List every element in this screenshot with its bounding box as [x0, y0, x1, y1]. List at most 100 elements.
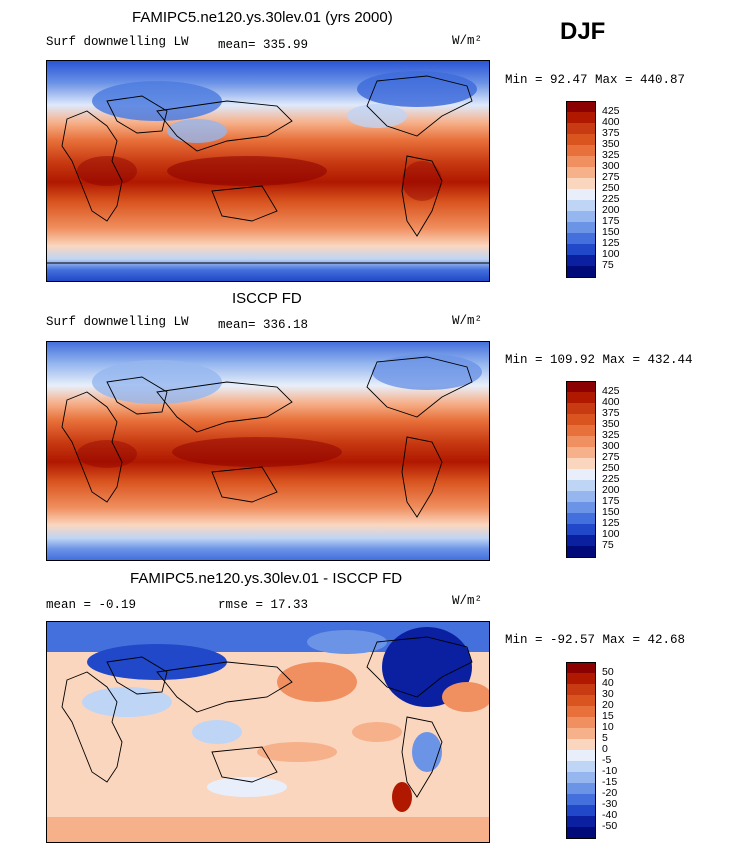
- panel-1-colorbar: [566, 101, 596, 278]
- colorbar-tick-label: -10: [602, 765, 618, 777]
- colorbar-tick-label: 75: [602, 259, 614, 271]
- colorbar-tick-label: 40: [602, 677, 614, 689]
- colorbar-swatch: [566, 200, 596, 212]
- colorbar-tick-label: 100: [602, 528, 620, 540]
- panel-1-min-max: Min = 92.47 Max = 440.87: [505, 73, 686, 87]
- colorbar-tick-label: 125: [602, 517, 620, 529]
- panel-2-units-label: W/m²: [452, 314, 483, 328]
- panel-1-map: [46, 60, 490, 282]
- colorbar-swatch: [566, 706, 596, 718]
- colorbar-tick-label: 150: [602, 506, 620, 518]
- colorbar-swatch: [566, 266, 596, 278]
- colorbar-swatch: [566, 403, 596, 415]
- colorbar-swatch: [566, 695, 596, 707]
- colorbar-swatch: [566, 425, 596, 437]
- colorbar-tick-label: 425: [602, 105, 620, 117]
- colorbar-tick-label: 75: [602, 539, 614, 551]
- panel-1-map-field: [47, 61, 489, 281]
- colorbar-swatch: [566, 772, 596, 784]
- panel-3-rmse-label: rmse = 17.33: [218, 598, 309, 612]
- colorbar-swatch: [566, 112, 596, 124]
- colorbar-swatch: [566, 728, 596, 740]
- colorbar-swatch: [566, 244, 596, 256]
- panel-2-colorbar: [566, 381, 596, 558]
- colorbar-tick-label: 425: [602, 385, 620, 397]
- panel-1-colorbar-swatches: [566, 101, 596, 278]
- colorbar-tick-label: 30: [602, 688, 614, 700]
- colorbar-swatch: [566, 469, 596, 481]
- panel-3-map: [46, 621, 490, 843]
- colorbar-swatch: [566, 783, 596, 795]
- colorbar-swatch: [566, 805, 596, 817]
- colorbar-swatch: [566, 189, 596, 201]
- colorbar-swatch: [566, 491, 596, 503]
- colorbar-tick-label: 200: [602, 484, 620, 496]
- colorbar-swatch: [566, 156, 596, 168]
- colorbar-tick-label: 175: [602, 495, 620, 507]
- colorbar-swatch: [566, 447, 596, 459]
- panel-3-mean-label: mean = -0.19: [46, 598, 137, 612]
- colorbar-swatch: [566, 145, 596, 157]
- colorbar-swatch: [566, 458, 596, 470]
- colorbar-swatch: [566, 794, 596, 806]
- colorbar-swatch: [566, 123, 596, 135]
- panel-2-colorbar-swatches: [566, 381, 596, 558]
- panel-1-colorbar-labels: 425 400 375 350 325 300 275 250 225 200 175 150 125 1…: [602, 101, 642, 277]
- panel-3-title: FAMIPC5.ne120.ys.30lev.01 - ISCCP FD: [130, 570, 403, 587]
- colorbar-swatch: [566, 101, 596, 113]
- colorbar-tick-label: 325: [602, 149, 620, 161]
- colorbar-swatch: [566, 761, 596, 773]
- colorbar-tick-label: 400: [602, 116, 620, 128]
- colorbar-tick-label: -30: [602, 798, 618, 810]
- colorbar-swatch: [566, 480, 596, 492]
- colorbar-tick-label: -15: [602, 776, 618, 788]
- panel-2-colorbar-labels: 425 400 375 350 325 300 275 250 225 200 175 150 125 1…: [602, 381, 642, 557]
- panel-3-colorbar-swatches: [566, 662, 596, 839]
- panel-3-units-label: W/m²: [452, 594, 483, 608]
- colorbar-swatch: [566, 211, 596, 223]
- colorbar-tick-label: 300: [602, 160, 620, 172]
- colorbar-tick-label: 150: [602, 226, 620, 238]
- panel-3-min-max: Min = -92.57 Max = 42.68: [505, 633, 686, 647]
- colorbar-tick-label: 10: [602, 721, 614, 733]
- panel-2-mean-label: mean= 336.18: [218, 318, 309, 332]
- colorbar-tick-label: 350: [602, 138, 620, 150]
- colorbar-tick-label: 225: [602, 193, 620, 205]
- colorbar-swatch: [566, 392, 596, 404]
- colorbar-tick-label: 275: [602, 171, 620, 183]
- colorbar-tick-label: -50: [602, 820, 618, 832]
- colorbar-swatch: [566, 233, 596, 245]
- panel-1-title: FAMIPC5.ne120.ys.30lev.01 (yrs 2000): [132, 9, 393, 26]
- colorbar-swatch: [566, 134, 596, 146]
- colorbar-tick-label: 275: [602, 451, 620, 463]
- colorbar-swatch: [566, 739, 596, 751]
- panel-1-mean-label: mean= 335.99: [218, 38, 309, 52]
- colorbar-tick-label: 375: [602, 127, 620, 139]
- colorbar-tick-label: 350: [602, 418, 620, 430]
- colorbar-tick-label: 175: [602, 215, 620, 227]
- colorbar-tick-label: 15: [602, 710, 614, 722]
- panel-2-map-field: [47, 342, 489, 560]
- colorbar-swatch: [566, 816, 596, 828]
- colorbar-swatch: [566, 178, 596, 190]
- panel-2-variable-label: Surf downwelling LW: [46, 315, 189, 329]
- colorbar-tick-label: 225: [602, 473, 620, 485]
- colorbar-swatch: [566, 662, 596, 674]
- colorbar-swatch: [566, 436, 596, 448]
- colorbar-swatch: [566, 513, 596, 525]
- colorbar-swatch: [566, 222, 596, 234]
- season-label: DJF: [560, 18, 606, 45]
- colorbar-tick-label: 125: [602, 237, 620, 249]
- panel-3-colorbar-labels: 50 40 30 20 15 10 5 0 -5 -10 -15 -20 -30 -40 -50: [602, 662, 642, 838]
- colorbar-tick-label: 375: [602, 407, 620, 419]
- colorbar-tick-label: 400: [602, 396, 620, 408]
- colorbar-tick-label: 50: [602, 666, 614, 678]
- panel-2-coastlines: [61, 356, 473, 518]
- panel-3-coastlines: [61, 636, 473, 798]
- colorbar-tick-label: 250: [602, 182, 620, 194]
- panel-3-colorbar: [566, 662, 596, 839]
- colorbar-tick-label: 300: [602, 440, 620, 452]
- colorbar-swatch: [566, 717, 596, 729]
- colorbar-tick-label: 20: [602, 699, 614, 711]
- colorbar-swatch: [566, 535, 596, 547]
